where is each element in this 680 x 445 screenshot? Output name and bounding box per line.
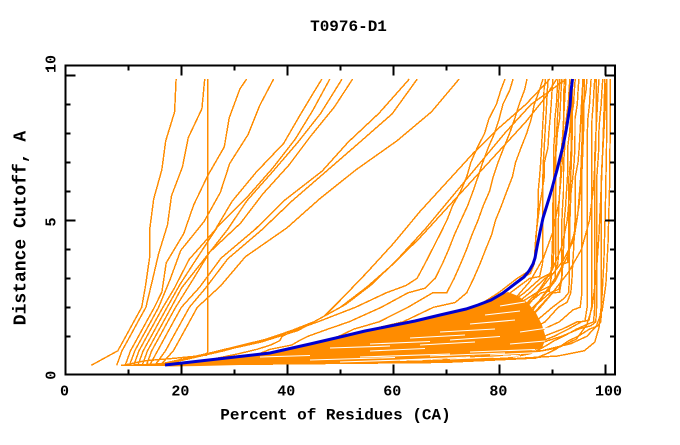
svg-text:60: 60	[383, 384, 401, 401]
svg-text:10: 10	[44, 55, 61, 73]
svg-text:Distance Cutoff, A: Distance Cutoff, A	[12, 131, 32, 326]
svg-text:5: 5	[44, 217, 61, 226]
svg-text:Percent of Residues (CA): Percent of Residues (CA)	[220, 407, 450, 425]
svg-text:80: 80	[489, 384, 507, 401]
svg-text:100: 100	[595, 384, 622, 401]
svg-text:40: 40	[277, 384, 295, 401]
svg-text:T0976-D1: T0976-D1	[310, 18, 387, 36]
svg-text:20: 20	[171, 384, 189, 401]
svg-text:0: 0	[44, 371, 61, 380]
svg-text:0: 0	[60, 384, 69, 401]
